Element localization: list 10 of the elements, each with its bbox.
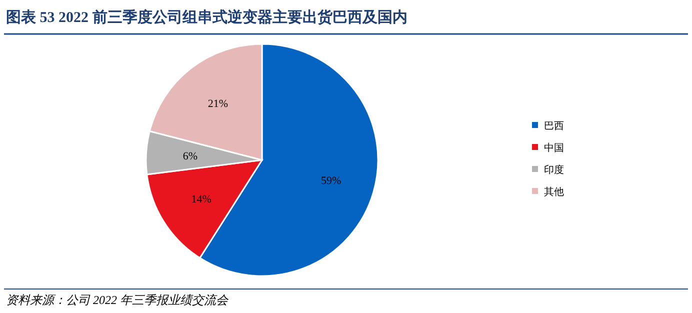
legend-label: 巴西 <box>544 121 564 132</box>
data-label: 6% <box>182 150 198 162</box>
data-label: 14% <box>191 194 212 206</box>
text: 资料来源：公司 2022 年三季报业绩交流会 <box>6 293 229 307</box>
chart-title: 图表 53 2022 前三季度公司组串式逆变器主要出货巴西及国内 <box>6 8 408 26</box>
legend-label: 中国 <box>544 142 564 154</box>
data-label: 21% <box>208 98 228 110</box>
legend-label: 其他 <box>544 186 564 198</box>
data-label: 59% <box>320 175 342 188</box>
legend-label: 印度 <box>544 164 564 176</box>
